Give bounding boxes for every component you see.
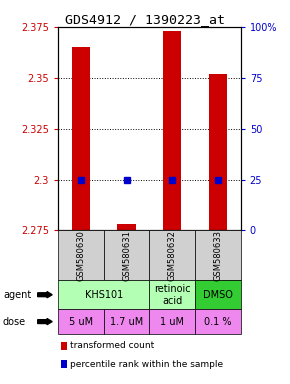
Text: GSM580633: GSM580633 [213, 230, 222, 281]
Bar [163, 31, 181, 230]
Text: GSM580631: GSM580631 [122, 230, 131, 281]
Text: 1.7 uM: 1.7 uM [110, 316, 143, 327]
Text: 5 uM: 5 uM [69, 316, 93, 327]
Text: percentile rank within the sample: percentile rank within the sample [70, 359, 223, 369]
Bar [72, 47, 90, 230]
Text: DMSO: DMSO [203, 290, 233, 300]
Text: KHS101: KHS101 [85, 290, 123, 300]
Bar [117, 224, 136, 230]
Bar [209, 74, 227, 230]
Text: GSM580632: GSM580632 [168, 230, 177, 281]
Text: dose: dose [3, 316, 26, 327]
Text: GSM580630: GSM580630 [76, 230, 85, 281]
Text: 0.1 %: 0.1 % [204, 316, 232, 327]
Text: retinoic
acid: retinoic acid [154, 284, 191, 306]
Text: agent: agent [3, 290, 31, 300]
Text: transformed count: transformed count [70, 341, 154, 351]
Text: 1 uM: 1 uM [160, 316, 184, 327]
Text: GDS4912 / 1390223_at: GDS4912 / 1390223_at [65, 13, 225, 26]
